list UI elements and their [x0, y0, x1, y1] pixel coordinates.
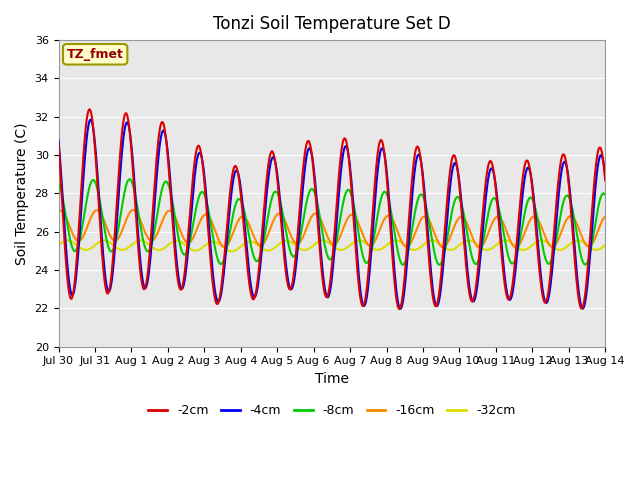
- -4cm: [416, 153, 424, 159]
- -8cm: [121, 189, 129, 194]
- -16cm: [121, 221, 129, 227]
- -2cm: [177, 287, 185, 292]
- -32cm: [228, 249, 236, 254]
- -2cm: [400, 283, 408, 289]
- -32cm: [400, 241, 408, 247]
- Line: -16cm: -16cm: [58, 210, 605, 247]
- -32cm: [602, 242, 609, 248]
- -32cm: [122, 246, 129, 252]
- -4cm: [400, 293, 408, 299]
- -32cm: [416, 245, 424, 251]
- -32cm: [64, 238, 72, 243]
- -16cm: [177, 229, 185, 235]
- -4cm: [54, 138, 62, 144]
- -8cm: [602, 192, 609, 198]
- -2cm: [122, 110, 129, 116]
- -8cm: [65, 228, 72, 234]
- -32cm: [177, 239, 185, 245]
- -16cm: [65, 220, 72, 226]
- Line: -2cm: -2cm: [58, 109, 605, 309]
- -16cm: [54, 208, 62, 214]
- -4cm: [86, 117, 94, 122]
- -8cm: [399, 262, 407, 268]
- -2cm: [602, 178, 609, 183]
- -8cm: [177, 246, 185, 252]
- -8cm: [54, 181, 62, 187]
- -16cm: [206, 215, 214, 221]
- -16cm: [415, 221, 423, 227]
- X-axis label: Time: Time: [315, 372, 349, 386]
- -2cm: [206, 249, 214, 254]
- -32cm: [54, 242, 62, 248]
- -4cm: [602, 173, 609, 179]
- Y-axis label: Soil Temperature (C): Soil Temperature (C): [15, 122, 29, 264]
- -8cm: [415, 194, 423, 200]
- Line: -32cm: -32cm: [58, 240, 605, 252]
- -4cm: [177, 285, 185, 291]
- -4cm: [65, 273, 72, 278]
- -16cm: [476, 244, 484, 250]
- -16cm: [602, 214, 609, 219]
- Line: -4cm: -4cm: [58, 120, 605, 309]
- -2cm: [396, 306, 403, 312]
- -4cm: [206, 236, 214, 242]
- -2cm: [65, 285, 72, 291]
- -32cm: [65, 238, 73, 243]
- -4cm: [122, 122, 129, 128]
- -16cm: [399, 241, 407, 247]
- -8cm: [436, 262, 444, 268]
- -32cm: [206, 240, 214, 245]
- -16cm: [129, 207, 137, 213]
- -2cm: [416, 150, 424, 156]
- Title: Tonzi Soil Temperature Set D: Tonzi Soil Temperature Set D: [213, 15, 451, 33]
- -2cm: [54, 142, 62, 147]
- Legend: -2cm, -4cm, -8cm, -16cm, -32cm: -2cm, -4cm, -8cm, -16cm, -32cm: [143, 399, 520, 422]
- Text: TZ_fmet: TZ_fmet: [67, 48, 124, 61]
- -8cm: [206, 215, 214, 221]
- -4cm: [397, 306, 404, 312]
- -8cm: [125, 176, 133, 182]
- -2cm: [86, 107, 93, 112]
- Line: -8cm: -8cm: [58, 179, 605, 265]
